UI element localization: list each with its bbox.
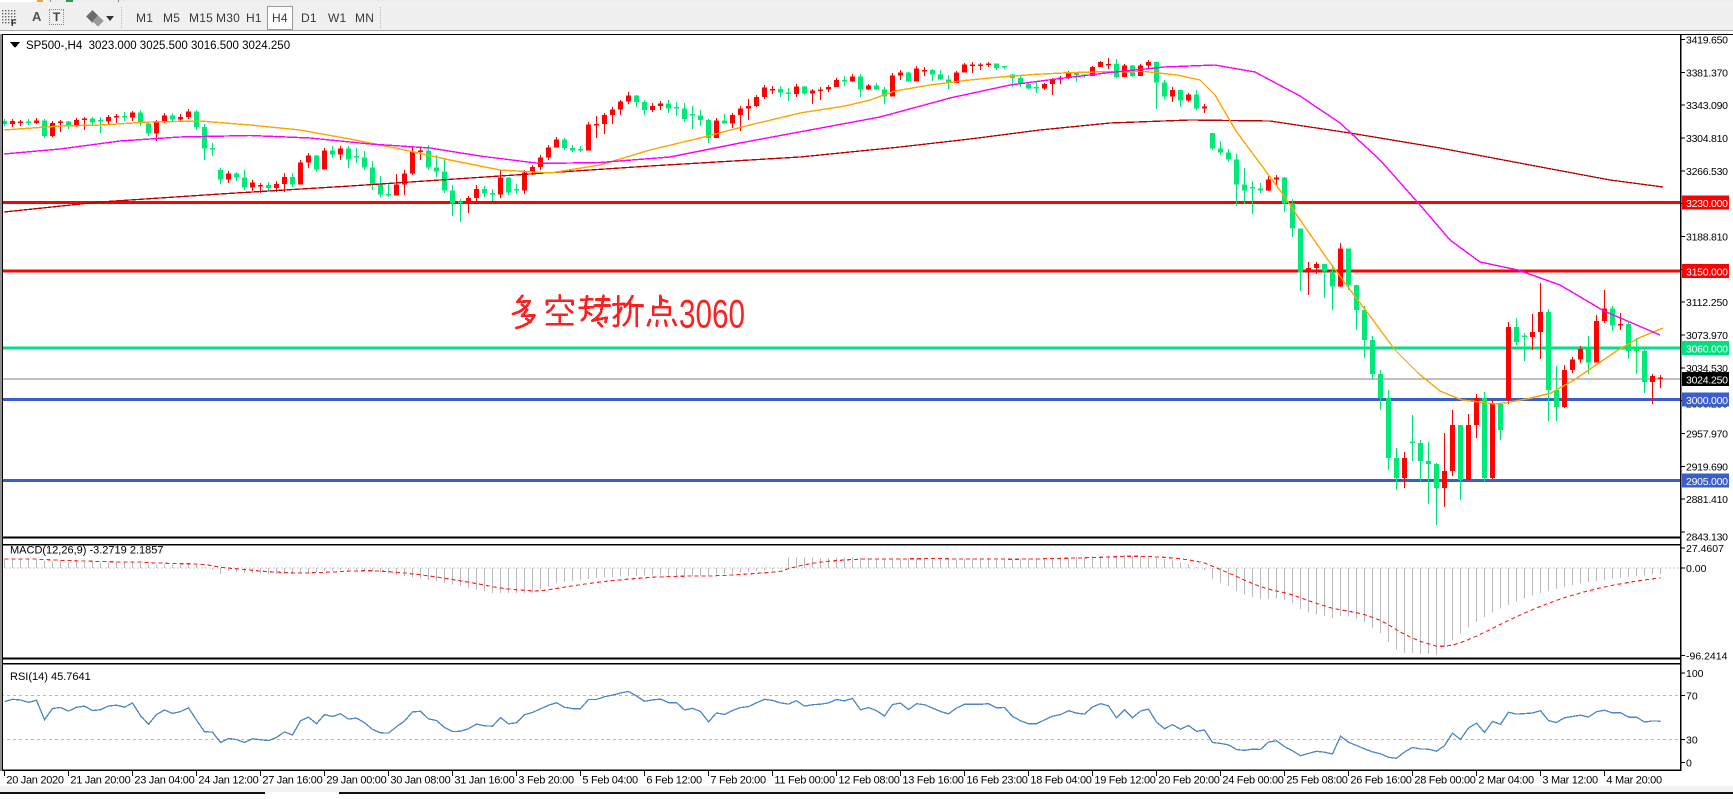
svg-text:SP500-,H4 3023.000 3025.500 3: SP500-,H4 3023.000 3025.500 3016.500 302… [26,40,290,52]
svg-text:28 Feb 00:00: 28 Feb 00:00 [1414,775,1475,787]
svg-text:30 Jan 08:00: 30 Jan 08:00 [390,775,450,787]
svg-text:2957.970: 2957.970 [1686,429,1728,441]
svg-text:2919.690: 2919.690 [1686,461,1728,473]
svg-text:5 Feb 04:00: 5 Feb 04:00 [582,775,638,787]
svg-text:3266.530: 3266.530 [1686,166,1728,178]
svg-text:7 Feb 20:00: 7 Feb 20:00 [710,775,766,787]
svg-text:MACD(12,26,9) -3.2719 2.1857: MACD(12,26,9) -3.2719 2.1857 [10,545,163,557]
svg-text:19 Feb 12:00: 19 Feb 12:00 [1094,775,1155,787]
svg-text:24 Jan 12:00: 24 Jan 12:00 [198,775,258,787]
svg-text:100: 100 [1686,668,1704,680]
svg-text:3000.000: 3000.000 [1686,395,1728,407]
svg-text:12 Feb 08:00: 12 Feb 08:00 [838,775,899,787]
svg-text:30: 30 [1686,734,1698,746]
svg-text:2881.410: 2881.410 [1686,494,1728,506]
svg-text:0.00: 0.00 [1686,563,1707,575]
svg-text:0: 0 [1686,758,1692,770]
svg-text:3419.650: 3419.650 [1686,35,1728,47]
svg-text:27.4607: 27.4607 [1686,543,1724,555]
svg-text:3230.000: 3230.000 [1686,198,1728,210]
svg-text:2 Mar 04:00: 2 Mar 04:00 [1478,775,1534,787]
svg-text:3343.090: 3343.090 [1686,100,1728,112]
svg-text:26 Feb 16:00: 26 Feb 16:00 [1350,775,1411,787]
svg-text:3304.810: 3304.810 [1686,133,1728,145]
svg-text:3150.000: 3150.000 [1686,267,1728,279]
svg-text:31 Jan 16:00: 31 Jan 16:00 [454,775,514,787]
svg-text:3073.970: 3073.970 [1686,330,1728,342]
svg-text:3024.250: 3024.250 [1686,374,1728,386]
svg-text:F: F [11,18,17,27]
svg-text:3 Feb 20:00: 3 Feb 20:00 [518,775,574,787]
svg-text:3060.000: 3060.000 [1686,344,1728,356]
svg-text:RSI(14) 45.7641: RSI(14) 45.7641 [10,671,91,683]
svg-text:4 Mar 20:00: 4 Mar 20:00 [1606,775,1662,787]
svg-text:70: 70 [1686,691,1698,703]
svg-text:3188.810: 3188.810 [1686,232,1728,244]
svg-text:20 Jan 2020: 20 Jan 2020 [6,775,63,787]
svg-text:3112.250: 3112.250 [1686,297,1728,309]
svg-text:2905.000: 2905.000 [1686,476,1728,488]
svg-text:18 Feb 04:00: 18 Feb 04:00 [1030,775,1091,787]
svg-text:20 Feb 20:00: 20 Feb 20:00 [1158,775,1219,787]
svg-text:24 Feb 00:00: 24 Feb 00:00 [1222,775,1283,787]
svg-text:3 Mar 12:00: 3 Mar 12:00 [1542,775,1598,787]
svg-text:3381.370: 3381.370 [1686,67,1728,79]
svg-text:13 Feb 16:00: 13 Feb 16:00 [902,775,963,787]
svg-text:6 Feb 12:00: 6 Feb 12:00 [646,775,702,787]
svg-text:23 Jan 04:00: 23 Jan 04:00 [134,775,194,787]
svg-text:2843.130: 2843.130 [1686,532,1728,544]
svg-text:-96.2414: -96.2414 [1686,651,1728,663]
svg-text:29 Jan 00:00: 29 Jan 00:00 [326,775,386,787]
svg-text:11 Feb 00:00: 11 Feb 00:00 [774,775,835,787]
svg-text:3060: 3060 [679,293,745,337]
svg-text:3034.530: 3034.530 [1686,363,1728,375]
svg-text:27 Jan 16:00: 27 Jan 16:00 [262,775,322,787]
svg-text:21 Jan 20:00: 21 Jan 20:00 [70,775,130,787]
svg-text:16 Feb 23:00: 16 Feb 23:00 [966,775,1027,787]
svg-text:25 Feb 08:00: 25 Feb 08:00 [1286,775,1347,787]
